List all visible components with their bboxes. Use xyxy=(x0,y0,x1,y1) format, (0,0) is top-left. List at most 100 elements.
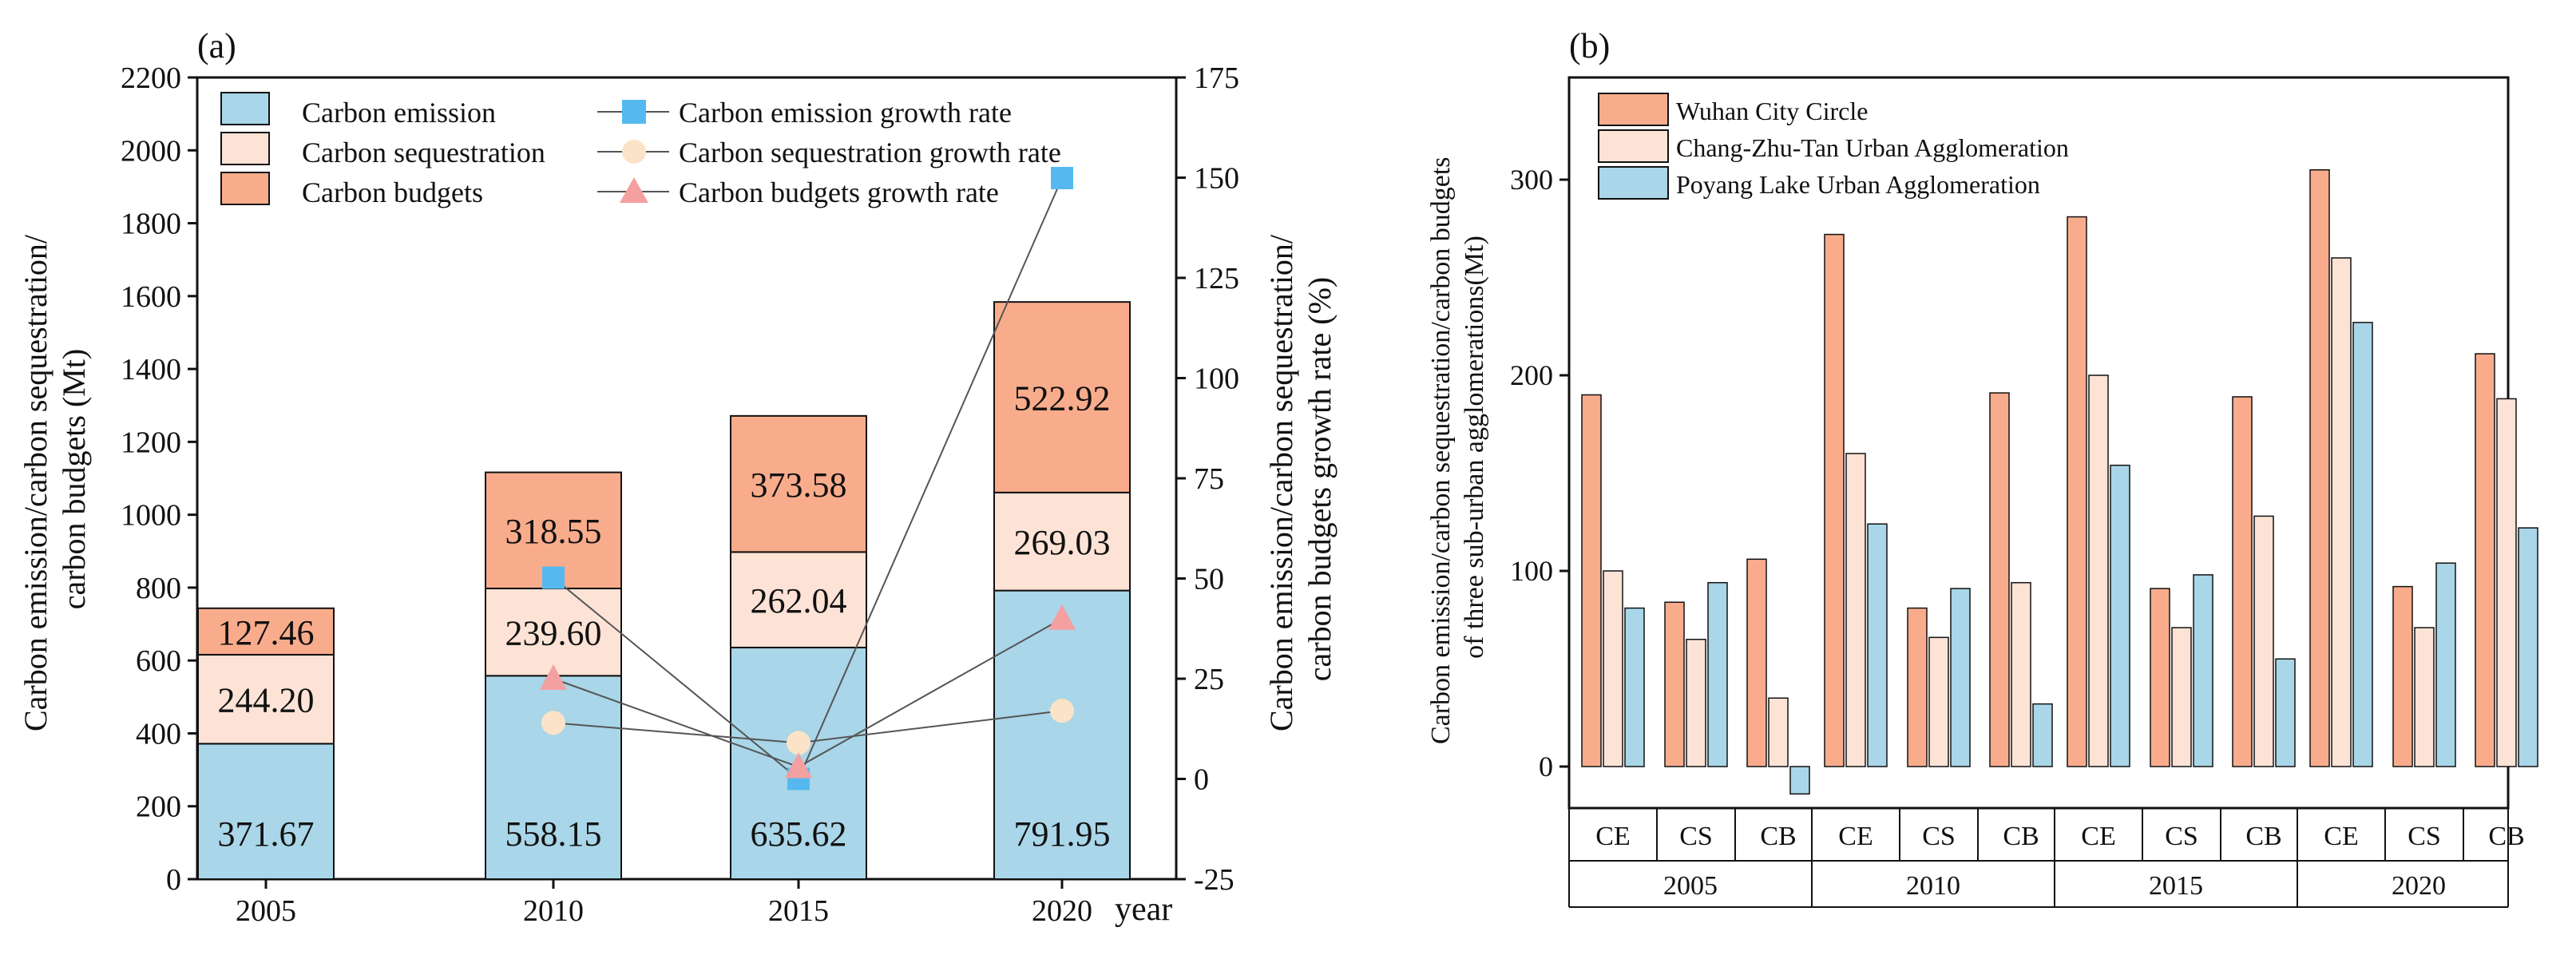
legend-swatch-poyang-lake xyxy=(1598,166,1669,200)
bar-poyang-lake-2010-CB xyxy=(2032,703,2053,767)
bar-sequestration-2015 xyxy=(730,551,867,648)
legend-label-sequestration-growth: Carbon sequestration growth rate xyxy=(679,137,1061,168)
legend-swatch-carbon-emission xyxy=(220,92,270,125)
indicator-label-2005-CB: CB xyxy=(1760,822,1796,851)
bar-chang-zhu-tan-2005-CS xyxy=(1686,639,1706,767)
panel-a-y-axis-title-right-line-2: carbon budgets growth rate (%) xyxy=(1302,277,1338,681)
bar-poyang-lake-2005-CE xyxy=(1624,607,1645,767)
x-tick-label-2020: 2020 xyxy=(1032,894,1092,928)
indicator-label-2010-CE: CE xyxy=(1838,822,1873,851)
bar-poyang-lake-2015-CB xyxy=(2275,658,2296,767)
legend-label-poyang-lake: Poyang Lake Urban Agglomeration xyxy=(1676,170,2040,199)
point-emission-growth-2020 xyxy=(1051,167,1073,190)
left-y-tick-label: 1600 xyxy=(121,280,181,314)
left-y-tick-label: 2200 xyxy=(121,61,181,95)
panel-a-growth-lines xyxy=(540,167,1076,791)
panel-b-y-tick-label: 0 xyxy=(1539,751,1553,783)
panel-b-y-axis-title: Carbon emission/carbon sequestration/car… xyxy=(1426,150,1489,744)
bar-budgets-2020 xyxy=(993,301,1131,493)
year-label-2005: 2005 xyxy=(1663,871,1718,901)
bar-wuhan-2015-CS xyxy=(2150,588,2170,767)
bar-poyang-lake-2010-CS xyxy=(1950,588,1971,767)
legend-label-carbon-emission: Carbon emission xyxy=(302,97,496,129)
bar-chang-zhu-tan-2020-CE xyxy=(2331,257,2352,767)
left-y-tick-label: 1200 xyxy=(121,426,181,459)
panel-a-y-axis-title-right-line-1: Carbon emission/carbon sequestration/ xyxy=(1263,234,1299,731)
legend-label-carbon-sequestration: Carbon sequestration xyxy=(302,137,545,168)
panel-a-y-axis-title-right: Carbon emission/carbon sequestration/ ca… xyxy=(1263,227,1338,731)
bar-wuhan-2010-CS xyxy=(1907,607,1928,767)
panel-a-x-axis-ticks: 2005 2010 2015 2020 xyxy=(236,879,1092,928)
point-sequestration-growth-2010 xyxy=(541,711,565,735)
panel-a-legend: Carbon emission Carbon sequestration Car… xyxy=(220,92,1061,208)
bar-emission-2005 xyxy=(197,743,335,880)
bar-chang-zhu-tan-2020-CS xyxy=(2414,627,2435,767)
year-label-2020: 2020 xyxy=(2392,871,2446,901)
legend-swatch-carbon-sequestration xyxy=(220,132,270,165)
panel-b-y-tick-label: 200 xyxy=(1510,359,1553,391)
bar-label-emission-2015: 635.62 xyxy=(751,814,847,854)
indicator-label-2005-CS: CS xyxy=(1679,822,1713,851)
x-tick-label-2010: 2010 xyxy=(523,894,584,928)
panel-b-y-axis-title-line-1: Carbon emission/carbon sequestration/car… xyxy=(1426,157,1456,744)
panel-b-label: (b) xyxy=(1569,26,1610,65)
legend-marker-emission-growth xyxy=(622,100,646,124)
panel-b-legend: Wuhan City Circle Chang-Zhu-Tan Urban Ag… xyxy=(1598,93,2069,200)
legend-label-wuhan: Wuhan City Circle xyxy=(1676,97,1868,125)
bar-chang-zhu-tan-2005-CE xyxy=(1603,570,1623,767)
panel-b-category-axis-table: CE CS CB 2005 CE CS CB 2010 CE CS CB 2015 CE CS CB 2020 xyxy=(1568,808,2525,908)
bar-emission-2020 xyxy=(993,589,1131,880)
right-y-tick-label: 150 xyxy=(1194,162,1239,196)
year-label-2015: 2015 xyxy=(2149,871,2203,901)
indicator-label-2020-CE: CE xyxy=(2324,822,2358,851)
bar-label-emission-2020: 791.95 xyxy=(1014,814,1111,854)
bar-poyang-lake-2015-CS xyxy=(2193,574,2213,767)
bar-poyang-lake-2010-CE xyxy=(1867,523,1888,767)
bar-emission-2010 xyxy=(485,675,622,880)
bar-chang-zhu-tan-2005-CB xyxy=(1768,697,1789,767)
point-sequestration-growth-2020 xyxy=(1050,699,1074,723)
indicator-label-2005-CE: CE xyxy=(1595,822,1630,851)
panel-a-y-axis-title-left: Carbon emission/carbon sequestration/ ca… xyxy=(18,227,92,731)
right-y-tick-label: 0 xyxy=(1194,763,1209,797)
bar-wuhan-2015-CE xyxy=(2067,216,2087,767)
bar-label-budgets-2020: 522.92 xyxy=(1014,378,1111,418)
bar-label-budgets-2015: 373.58 xyxy=(751,466,847,505)
point-budgets-growth-2015 xyxy=(785,752,812,779)
right-y-tick-label: 50 xyxy=(1194,563,1224,596)
bar-label-budgets-2005: 127.46 xyxy=(218,613,315,652)
bar-wuhan-2020-CE xyxy=(2309,169,2330,767)
panel-a-y-axis-title-left-line-1: Carbon emission/carbon sequestration/ xyxy=(18,234,54,731)
right-y-tick-label: 175 xyxy=(1194,61,1239,95)
left-y-tick-label: 1400 xyxy=(121,353,181,386)
left-y-tick-label: 1800 xyxy=(121,208,181,241)
bar-poyang-lake-2020-CB xyxy=(2518,527,2538,767)
indicator-label-2010-CS: CS xyxy=(1922,822,1956,851)
x-tick-label-2005: 2005 xyxy=(236,894,296,928)
legend-label-budgets-growth: Carbon budgets growth rate xyxy=(679,176,999,208)
panel-a: (a) 020040060080010001200140016001800200… xyxy=(18,26,1338,928)
bar-label-sequestration-2010: 239.60 xyxy=(505,614,602,653)
bar-budgets-2015 xyxy=(730,414,867,553)
right-y-tick-label: 100 xyxy=(1194,363,1239,396)
indicator-label-2015-CS: CS xyxy=(2165,822,2198,851)
point-emission-growth-2010 xyxy=(542,566,565,589)
bar-label-sequestration-2015: 262.04 xyxy=(751,581,847,620)
panel-a-label: (a) xyxy=(197,26,236,65)
right-y-tick-label: -25 xyxy=(1194,863,1234,897)
bar-wuhan-2005-CB xyxy=(1746,558,1767,767)
bar-chang-zhu-tan-2010-CB xyxy=(2011,581,2031,767)
bar-chang-zhu-tan-2010-CE xyxy=(1845,453,1866,767)
bar-chang-zhu-tan-2015-CE xyxy=(2088,374,2109,767)
panel-b-bars xyxy=(1581,169,2538,795)
left-y-tick-label: 2000 xyxy=(121,134,181,168)
bar-budgets-2005 xyxy=(197,607,335,656)
panel-a-left-axis-ticks: 0 200 400 600 800 1000 1200 1400 1600 1800 2000 220… xyxy=(121,61,197,897)
left-y-tick-label: 200 xyxy=(136,791,181,824)
panel-a-bars xyxy=(197,301,1131,880)
bar-sequestration-2020 xyxy=(993,491,1131,592)
legend-swatch-chang-zhu-tan xyxy=(1598,129,1669,163)
bar-label-emission-2010: 558.15 xyxy=(505,814,602,854)
